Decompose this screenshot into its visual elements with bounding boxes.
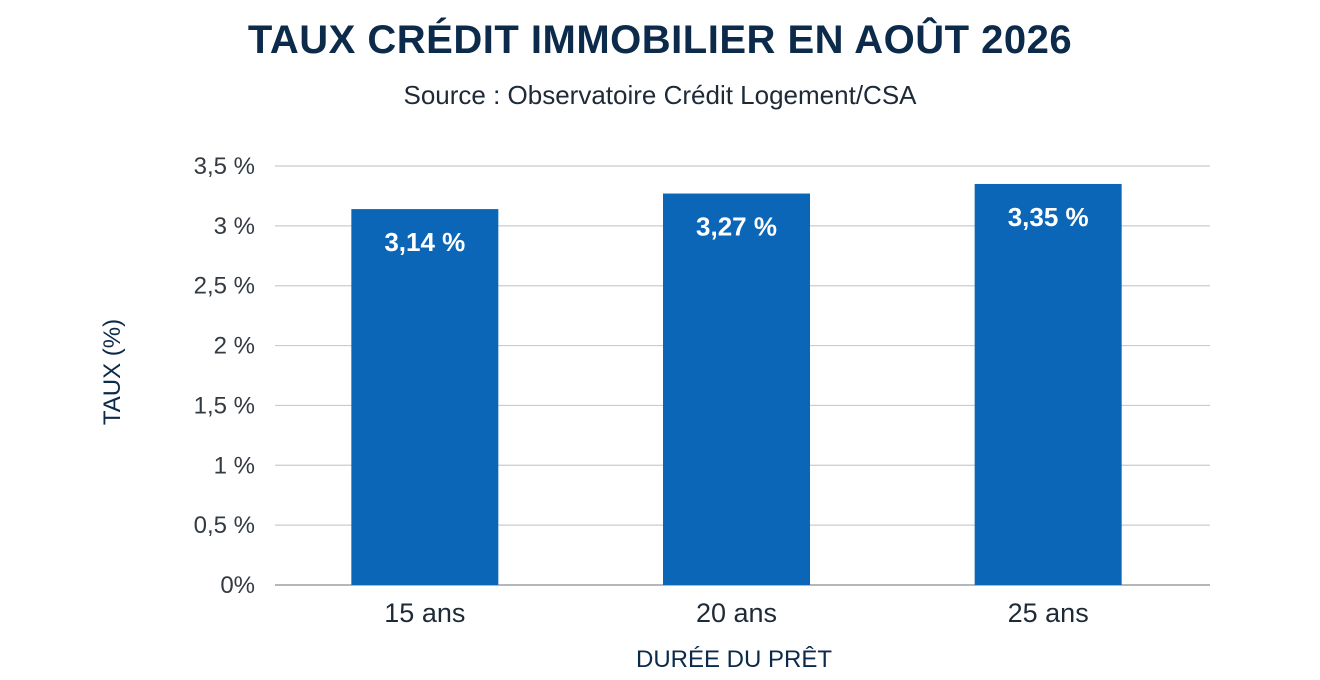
y-tick-label: 3,5 %	[194, 153, 255, 180]
y-tick-label: 3 %	[214, 213, 255, 240]
y-tick-label: 0,5 %	[194, 512, 255, 539]
bar-value-label: 3,27 %	[696, 212, 777, 242]
label-layer: 0% 0,5 % 1 % 1,5 % 2 % 2,5 % 3 % 3,5 % 3,14 % 15 …	[194, 153, 1089, 628]
bar	[663, 193, 810, 585]
y-tick-label: 2,5 %	[194, 273, 255, 300]
y-tick-label: 1 %	[214, 452, 255, 479]
y-tick-label: 0%	[220, 572, 255, 599]
bar-layer	[351, 183, 1122, 585]
y-axis-label: TAUX (%)	[99, 319, 126, 425]
bar	[974, 183, 1122, 585]
bar-value-label: 3,35 %	[1008, 202, 1089, 232]
y-tick-label: 2 %	[214, 333, 255, 360]
x-axis-label: DURÉE DU PRÊT	[636, 646, 832, 673]
x-tick-label: 25 ans	[1008, 598, 1089, 628]
chart-title: TAUX CRÉDIT IMMOBILIER EN AOÛT 2026	[247, 18, 1073, 62]
x-tick-label: 15 ans	[384, 598, 465, 628]
bar	[351, 209, 499, 585]
bar-value-label: 3,14 %	[384, 227, 465, 257]
x-tick-label: 20 ans	[696, 598, 777, 628]
y-tick-label: 1,5 %	[194, 392, 255, 419]
chart-subtitle: Source : Observatoire Crédit Logement/CS…	[403, 80, 917, 110]
